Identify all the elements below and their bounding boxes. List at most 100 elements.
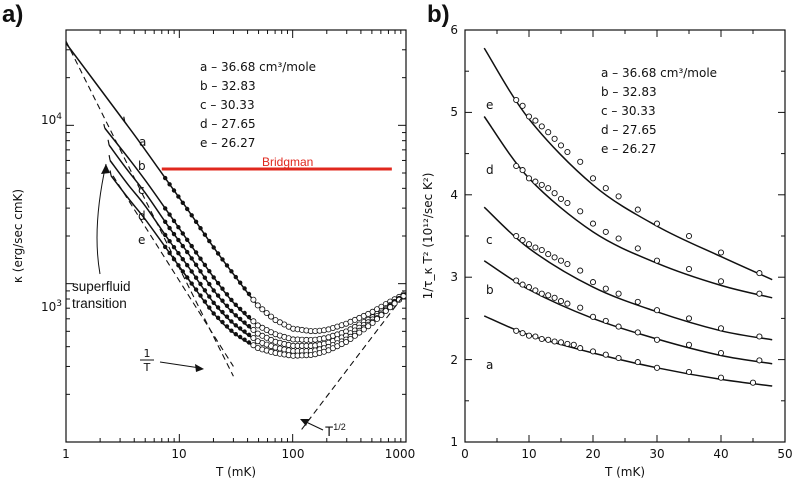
series-c-point [171,231,177,237]
series-d-point [189,269,194,274]
series-d-point [220,309,225,315]
series-a-point [557,339,565,346]
series-b-point [519,281,526,288]
series-a-point [577,345,584,352]
series-c-point [577,267,584,274]
series-c-point [180,243,185,249]
series-a-point [519,330,526,337]
series-a-point [180,200,185,205]
x-tick-label-10: 10 [521,447,536,461]
panel-a-label: a) [2,1,23,28]
series-e-point [564,148,571,156]
series-b-point [246,314,252,320]
series-b-point [250,318,257,325]
series-e-point [557,142,565,149]
series-e-point [351,332,358,339]
series-c-point [717,325,725,332]
series-c-point [756,333,763,340]
legend-b-entry-a: a – 36.68 cm³/mole [601,66,717,80]
series-e-point [189,281,194,286]
series-c-point [634,298,641,305]
series-d-point [242,329,247,334]
series-d-point [162,232,168,238]
superfluid-arrow [96,163,107,275]
series-b-point [602,317,609,324]
series-b-point [229,297,234,303]
panel-b-curve-labels: a b c d e [486,98,494,372]
series-c-point [189,256,194,261]
series-e-point [615,193,622,200]
fraction-marker: 1 T [140,347,204,374]
series-a-point [171,188,177,193]
panel-b-data [483,47,773,387]
series-c-fit-curve [483,206,773,341]
fraction-arrow [159,361,201,369]
series-e-point [343,338,350,345]
series-e-point [378,311,385,318]
series-b-point [242,310,247,316]
panel-a-chart: a) 1 10 100 1000 104 103 T (mK) κ (erg/s… [2,1,415,479]
series-d-point [538,181,545,188]
series-a-point [211,245,216,250]
series-c-point [538,246,545,254]
series-e-point [391,300,398,307]
series-e-point [167,250,172,256]
series-e-point [198,293,203,298]
series-b-point [233,302,238,307]
series-a-point [525,332,533,339]
series-d-point [685,265,693,273]
series-a-point [653,364,661,371]
superfluid-text-line2: transition [72,296,127,311]
series-a-point [532,333,539,340]
panel-a-ticks [65,30,406,442]
fraction-numerator: 1 [144,347,151,360]
series-d-point [215,305,221,310]
series-e-point [545,129,552,136]
curve-label-a: a [486,358,493,372]
series-a-point [685,368,693,376]
y-tick-label-1: 1 [450,435,458,449]
series-c-point [184,249,190,255]
series-c-point [513,232,520,240]
y-tick-label-6: 6 [450,23,458,37]
series-d-point [250,334,257,341]
legend-b-entry-c: c – 30.33 [601,104,656,118]
series-d-point [557,195,565,202]
series-d-point [167,238,172,244]
series-a-point [564,340,571,347]
series-c-point [202,275,208,280]
series-a-point [246,291,252,297]
series-b-point [171,218,177,224]
series-d-point [519,167,526,174]
series-d-point [634,245,641,252]
series-d-point [653,257,661,264]
series-b-point [176,224,181,230]
series-b-point [538,290,545,297]
series-d-point [207,294,212,299]
series-e-point [387,304,394,311]
fraction-arrowhead [195,364,204,372]
series-e-break [109,170,112,176]
series-c-point [198,269,203,274]
series-a-point [570,341,577,348]
bridgman-label: Bridgman [262,155,313,169]
series-e-point [202,299,208,304]
series-a-point [193,219,199,224]
series-e-point [369,319,376,326]
series-d-point [211,300,216,305]
curve-label-b: b [486,283,494,297]
series-a-point [202,232,208,237]
series-b-point [198,256,203,261]
series-e-point [513,96,520,104]
series-c-point [250,326,257,333]
curve-label-e: e [486,98,493,112]
series-d-point [246,332,252,337]
series-a-point [254,302,261,309]
series-d-break [108,155,111,161]
panel-b-tick-labels: 0 10 20 30 40 50 1 2 3 4 5 6 [450,23,792,461]
series-d-point [198,281,203,287]
superfluid-text-line1: superfluid [72,279,131,294]
series-e-point [233,332,238,337]
series-d-point [202,288,208,293]
